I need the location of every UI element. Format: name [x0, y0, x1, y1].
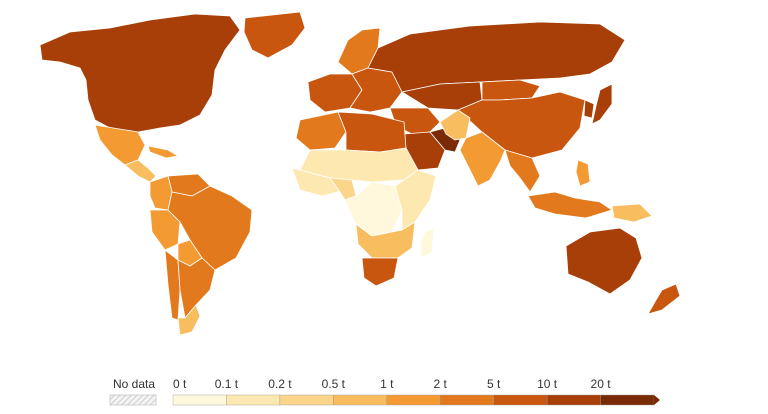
- legend-bin-1: [226, 394, 281, 406]
- legend-tick-7: 10 t: [537, 377, 558, 391]
- region-southern-africa[interactable]: [355, 221, 416, 259]
- legend-bin-5: [440, 394, 494, 406]
- region-patagonia[interactable]: [177, 304, 201, 336]
- region-india[interactable]: [459, 131, 506, 187]
- legend-tick-6: 5 t: [487, 377, 501, 391]
- region-russia[interactable]: [367, 21, 626, 93]
- legend-bin-2: [279, 394, 334, 406]
- no-data-label: No data: [113, 377, 155, 391]
- region-southeast-asia[interactable]: [504, 149, 541, 193]
- region-central-africa[interactable]: [344, 181, 403, 237]
- region-indonesia[interactable]: [527, 191, 613, 219]
- region-papua[interactable]: [611, 203, 653, 223]
- legend-tick-0: 0 t: [173, 377, 187, 391]
- region-south-korea[interactable]: [583, 99, 595, 119]
- legend-bin-3: [333, 394, 387, 406]
- legend-bin-4: [386, 394, 441, 406]
- legend-tick-3: 0.5 t: [322, 377, 346, 391]
- region-central-america[interactable]: [124, 159, 157, 183]
- legend-bin-0: [172, 394, 227, 406]
- legend-color-scale: [172, 394, 655, 406]
- legend-tick-labels: 0 t 0.1 t 0.2 t 0.5 t 1 t 2 t 5 t 10 t 20 t: [173, 377, 611, 391]
- region-madagascar[interactable]: [419, 227, 435, 259]
- legend-tick-5: 2 t: [434, 377, 448, 391]
- legend-tick-2: 0.2 t: [268, 377, 292, 391]
- region-south-africa[interactable]: [361, 257, 399, 287]
- legend-bin-6: [493, 394, 548, 406]
- legend-tick-4: 1 t: [380, 377, 394, 391]
- legend-bin-7: [546, 394, 601, 406]
- legend-tick-1: 0.1 t: [215, 377, 239, 391]
- region-argentina[interactable]: [177, 257, 216, 319]
- region-north-america[interactable]: [39, 13, 241, 133]
- legend-tick-8: 20 t: [591, 377, 612, 391]
- region-greenland[interactable]: [243, 11, 306, 59]
- region-australia[interactable]: [565, 227, 643, 295]
- region-japan[interactable]: [591, 83, 613, 125]
- region-caribbean[interactable]: [147, 145, 179, 159]
- region-east-africa[interactable]: [394, 169, 437, 231]
- region-new-zealand[interactable]: [647, 283, 681, 315]
- no-data-swatch: [109, 394, 157, 406]
- region-philippines[interactable]: [575, 159, 591, 187]
- legend-arrow-icon: [654, 395, 660, 405]
- legend-bin-8: [600, 394, 655, 406]
